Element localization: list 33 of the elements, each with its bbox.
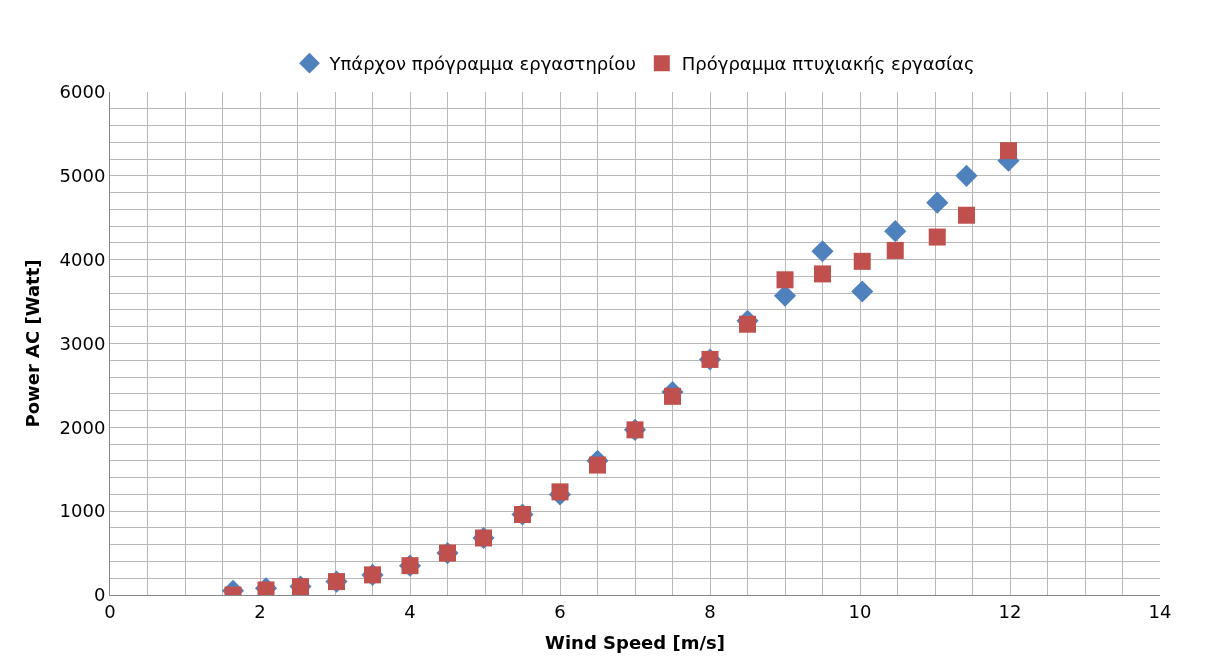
legend-label: Πρόγραμμα πτυχιακής εργασίας [681,53,975,75]
point [1000,142,1017,160]
y-tick-label: 3000 [59,332,106,354]
point [884,220,907,243]
x-axis-title: Wind Speed [m/s] [545,631,725,653]
point [955,164,978,187]
point [928,228,946,246]
point [958,206,975,224]
y-tick-label: 0 [93,584,106,606]
point [926,191,949,214]
point [886,241,904,259]
x-tick-label: 4 [404,600,416,622]
point [811,240,834,263]
point [776,271,794,289]
point [851,280,874,303]
legend-label: Υπάρχον πρόγραμμα εργαστηρίου [328,53,636,75]
point [589,456,606,474]
x-tick-label: 2 [254,600,266,622]
x-tick-label: 10 [848,600,872,622]
x-tick-label: 6 [554,600,566,622]
point [814,265,831,283]
x-tick-label: 14 [1148,600,1172,622]
point [853,252,871,270]
x-tick-label: 8 [704,600,716,622]
y-tick-label: 6000 [59,81,106,103]
y-tick-label: 2000 [59,416,106,438]
point [739,315,756,333]
point [664,387,681,405]
y-axis-title: Power AC [Watt] [21,259,43,428]
y-tick-label: 4000 [59,248,106,270]
y-tick-label: 1000 [59,500,106,522]
y-tick-label: 5000 [59,165,106,187]
x-tick-label: 12 [998,600,1022,622]
